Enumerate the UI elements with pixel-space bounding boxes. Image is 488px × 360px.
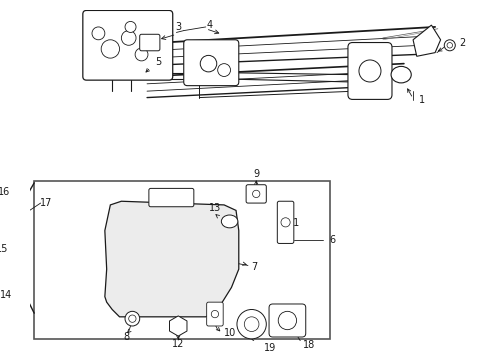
Text: 5: 5: [155, 57, 161, 67]
Text: 17: 17: [40, 198, 52, 208]
FancyBboxPatch shape: [245, 185, 266, 203]
Text: 3: 3: [175, 22, 181, 32]
Text: 12: 12: [172, 339, 184, 349]
Text: 9: 9: [253, 169, 259, 179]
FancyBboxPatch shape: [12, 191, 25, 202]
Text: 7: 7: [251, 262, 257, 272]
Circle shape: [121, 31, 136, 45]
FancyBboxPatch shape: [268, 304, 305, 337]
Circle shape: [200, 55, 216, 72]
FancyBboxPatch shape: [206, 302, 223, 326]
FancyBboxPatch shape: [148, 188, 193, 207]
Circle shape: [237, 310, 266, 339]
Text: 11: 11: [287, 218, 299, 228]
Text: 18: 18: [303, 340, 315, 350]
Circle shape: [92, 27, 104, 40]
Polygon shape: [169, 316, 186, 336]
Text: 14: 14: [0, 290, 12, 300]
FancyBboxPatch shape: [82, 10, 172, 80]
Circle shape: [135, 48, 148, 61]
Circle shape: [278, 311, 296, 330]
Circle shape: [101, 40, 119, 58]
Circle shape: [128, 315, 136, 322]
Text: 8: 8: [122, 332, 129, 342]
Bar: [34, 181, 329, 339]
FancyBboxPatch shape: [11, 221, 28, 251]
Polygon shape: [104, 201, 238, 317]
Ellipse shape: [221, 215, 237, 228]
Text: 16: 16: [0, 187, 10, 197]
FancyBboxPatch shape: [277, 201, 293, 243]
Text: 10: 10: [223, 328, 235, 338]
Text: 2: 2: [459, 39, 465, 49]
Circle shape: [125, 311, 140, 326]
Text: 4: 4: [206, 20, 212, 30]
FancyBboxPatch shape: [11, 266, 28, 292]
Text: 6: 6: [328, 235, 335, 245]
Polygon shape: [412, 25, 440, 56]
FancyBboxPatch shape: [347, 42, 391, 99]
Circle shape: [281, 218, 289, 227]
Circle shape: [252, 190, 259, 198]
FancyBboxPatch shape: [140, 34, 160, 51]
FancyBboxPatch shape: [183, 40, 238, 86]
Circle shape: [446, 42, 451, 48]
Text: 1: 1: [418, 95, 425, 105]
Circle shape: [244, 317, 259, 332]
Text: 19: 19: [264, 343, 276, 353]
Circle shape: [211, 310, 218, 318]
Circle shape: [125, 22, 136, 32]
Text: 13: 13: [208, 203, 221, 213]
Ellipse shape: [390, 66, 410, 83]
Circle shape: [358, 60, 380, 82]
Circle shape: [444, 40, 454, 51]
Text: 15: 15: [0, 244, 8, 254]
Circle shape: [217, 64, 230, 76]
